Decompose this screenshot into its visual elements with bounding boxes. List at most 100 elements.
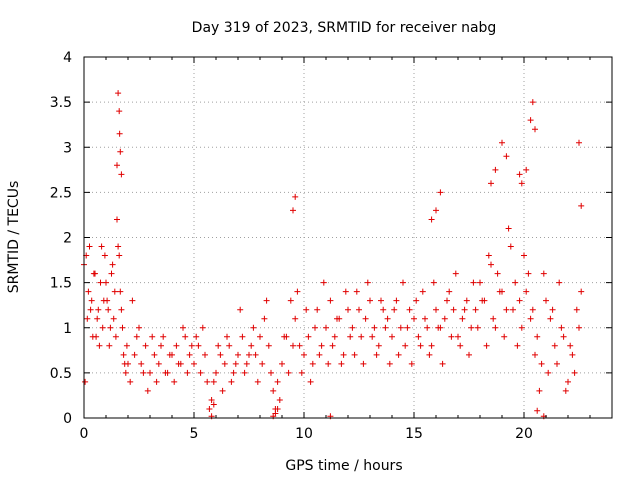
data-point <box>279 360 285 367</box>
data-point <box>448 333 455 340</box>
data-point <box>112 333 119 340</box>
data-point <box>111 288 118 295</box>
data-point <box>127 378 134 385</box>
data-point <box>276 396 283 403</box>
grid <box>84 57 612 418</box>
data-point <box>483 342 490 349</box>
data-point <box>477 279 483 286</box>
data-point <box>103 279 109 286</box>
data-point <box>393 297 400 304</box>
data-point <box>576 139 582 146</box>
data-point <box>307 378 314 385</box>
data-point <box>492 324 499 331</box>
data-point <box>129 297 136 304</box>
data-point <box>106 342 113 349</box>
data-point <box>109 261 116 268</box>
data-point <box>428 216 435 223</box>
data-point <box>565 378 571 385</box>
data-point <box>543 297 549 304</box>
data-point <box>230 369 237 376</box>
data-point <box>118 171 125 178</box>
data-point <box>114 162 120 169</box>
data-point <box>239 333 246 340</box>
data-point <box>507 243 514 250</box>
data-point <box>329 342 336 349</box>
data-point <box>117 148 124 155</box>
data-point <box>527 315 534 322</box>
data-point <box>166 351 173 358</box>
data-point <box>356 306 362 313</box>
data-point <box>567 342 574 349</box>
data-point <box>367 297 373 304</box>
data-point <box>375 342 382 349</box>
data-point <box>419 288 426 295</box>
y-tick-label: 3.5 <box>50 95 72 111</box>
y-axis-label: SRMTID / TECUs <box>6 181 22 294</box>
data-point <box>99 324 106 331</box>
data-point <box>371 324 378 331</box>
data-point <box>523 288 530 295</box>
data-point <box>217 351 224 358</box>
data-point <box>151 351 158 358</box>
data-point <box>97 279 104 286</box>
data-point <box>133 333 140 340</box>
data-point <box>257 333 263 340</box>
data-point <box>386 360 393 367</box>
data-point <box>325 360 332 367</box>
x-tick-label: 0 <box>80 426 89 442</box>
data-point <box>206 405 213 412</box>
data-point <box>263 297 270 304</box>
data-point <box>221 360 228 367</box>
data-point <box>195 342 202 349</box>
data-point <box>468 324 475 331</box>
data-point <box>160 333 167 340</box>
data-point <box>391 306 398 313</box>
data-point <box>316 351 323 358</box>
data-point <box>340 351 347 358</box>
data-point <box>492 166 499 173</box>
data-point <box>298 369 305 376</box>
data-point <box>292 193 299 200</box>
data-point <box>569 351 576 358</box>
data-point <box>397 324 404 331</box>
data-point <box>314 306 321 313</box>
data-point <box>107 324 114 331</box>
data-point <box>395 351 402 358</box>
data-point <box>380 306 387 313</box>
data-point <box>136 324 142 331</box>
data-point <box>281 333 288 340</box>
data-point <box>116 108 123 115</box>
data-point <box>538 360 545 367</box>
data-point <box>534 333 541 340</box>
data-point <box>345 306 351 313</box>
data-point <box>347 333 354 340</box>
data-point <box>536 387 543 394</box>
data-point <box>529 306 536 313</box>
data-point <box>327 297 334 304</box>
data-point <box>158 342 164 349</box>
y-tick-labels: 0 0.5 1 1.5 2 2.5 3 3.5 4 <box>50 50 72 427</box>
data-point <box>228 378 235 385</box>
data-point <box>301 351 307 358</box>
data-point <box>188 342 195 349</box>
data-point <box>87 306 94 313</box>
data-point <box>208 396 215 403</box>
data-point <box>199 324 206 331</box>
data-point <box>433 207 439 214</box>
data-point <box>117 288 124 295</box>
data-point <box>382 324 389 331</box>
data-point <box>437 189 444 196</box>
y-tick-label: 1 <box>63 321 72 337</box>
data-point <box>364 279 371 286</box>
data-point <box>309 360 316 367</box>
data-point <box>84 315 91 322</box>
data-point <box>463 297 470 304</box>
data-point <box>232 360 239 367</box>
data-point <box>505 225 512 232</box>
data-point <box>452 270 459 277</box>
data-point <box>373 351 380 358</box>
data-point <box>226 342 233 349</box>
data-point <box>459 315 466 322</box>
data-point <box>485 252 492 259</box>
y-tick-label: 0 <box>63 411 72 427</box>
